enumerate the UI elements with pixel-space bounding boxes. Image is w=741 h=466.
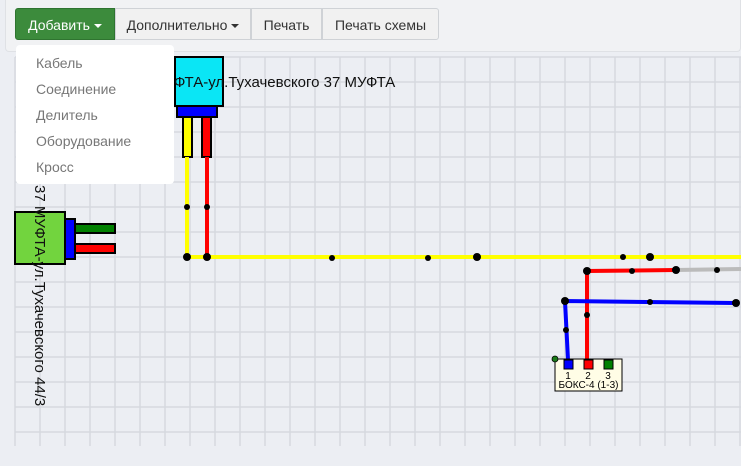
menu-item-connection[interactable]: Соединение [36, 81, 117, 97]
add-button[interactable]: Добавить [15, 8, 115, 40]
box-anchor-handle[interactable] [551, 355, 559, 363]
grid [14, 56, 741, 446]
more-label: Дополнительно [126, 17, 228, 33]
box-port-label: 3 [605, 371, 611, 382]
junction-dot[interactable] [672, 266, 680, 274]
junction-dot[interactable] [646, 253, 654, 261]
junction-dot[interactable] [563, 327, 569, 333]
junction-dot[interactable] [714, 267, 720, 273]
box-port-2[interactable] [583, 359, 594, 370]
box-port-3[interactable] [603, 359, 614, 370]
print-button[interactable]: Печать [251, 8, 322, 40]
fiber-stub-red[interactable] [201, 116, 212, 158]
junction-dot[interactable] [425, 255, 431, 261]
fiber-stub-yellow[interactable] [182, 116, 193, 158]
node-left-label: 37 МУФТА-ул.Тухачевского 44/3 [31, 185, 48, 407]
junction-dot[interactable] [183, 253, 191, 261]
junction-dot[interactable] [473, 253, 481, 261]
menu-item-equipment[interactable]: Оборудование [36, 133, 132, 149]
menu-item-cross[interactable]: Кросс [36, 159, 74, 175]
junction-dot[interactable] [329, 255, 335, 261]
fiber-gray[interactable] [675, 267, 741, 272]
fiber-stub-green[interactable] [74, 223, 116, 234]
more-button[interactable]: Дополнительно [115, 8, 251, 40]
add-label: Добавить [28, 17, 90, 33]
box-label: БОКС-4 (1-3) [559, 380, 619, 391]
box-port-1[interactable] [563, 359, 574, 370]
caret-down-icon [93, 24, 102, 29]
junction-dot[interactable] [184, 204, 190, 210]
junction-dot[interactable] [203, 253, 211, 261]
junction-dot[interactable] [732, 299, 740, 307]
junction-dot[interactable] [561, 297, 569, 305]
junction-dot[interactable] [620, 254, 626, 260]
junction-dot[interactable] [629, 268, 635, 274]
junction-dot[interactable] [583, 267, 591, 275]
junction-dots [183, 204, 740, 333]
print-scheme-button[interactable]: Печать схемы [322, 8, 439, 40]
add-dropdown-menu: Кабель Соединение Делитель Оборудование … [16, 45, 174, 184]
junction-dot[interactable] [647, 299, 653, 305]
node-top[interactable] [174, 56, 224, 107]
node-top-label: ФТА-ул.Тухачевского 37 МУФТА [174, 74, 396, 91]
menu-item-splitter[interactable]: Делитель [36, 107, 98, 123]
node-left-port-strip [64, 218, 76, 260]
box-port-label: 1 [565, 371, 571, 382]
fiber-red[interactable] [585, 268, 677, 360]
junction-dot[interactable] [204, 204, 210, 210]
fiber-stub-red-left[interactable] [74, 243, 116, 254]
junction-dot[interactable] [584, 312, 590, 318]
node-top-port-strip [176, 105, 218, 118]
box-port-label: 2 [585, 371, 591, 382]
caret-down-icon [231, 24, 240, 29]
menu-item-cable[interactable]: Кабель [36, 55, 83, 71]
